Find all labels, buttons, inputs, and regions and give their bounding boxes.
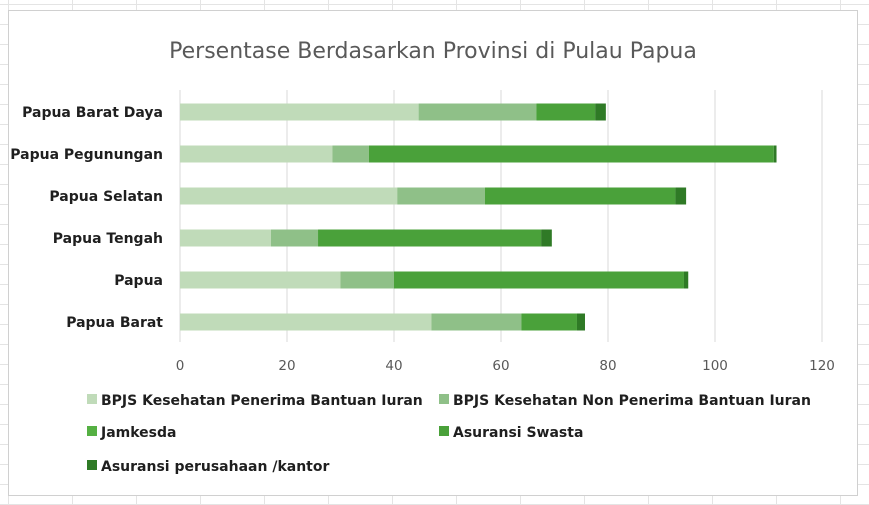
legend-label: Asuransi Swasta xyxy=(453,425,583,441)
bar-segment-2[interactable] xyxy=(397,187,485,205)
bar-segment-4[interactable] xyxy=(521,313,577,331)
bar-segment-2[interactable] xyxy=(340,271,395,289)
x-tick-label: 60 xyxy=(492,358,509,374)
x-tick-label: 120 xyxy=(809,358,835,374)
chart-area[interactable] xyxy=(8,10,858,496)
category-label: Papua Barat xyxy=(66,315,163,331)
category-labels: Papua Barat Daya Papua Pegunungan Papua Se… xyxy=(10,105,163,331)
bar-segment-4[interactable] xyxy=(318,229,542,247)
bar-segment-1[interactable] xyxy=(180,103,419,121)
x-tick-label: 20 xyxy=(278,358,295,374)
category-label: Papua Selatan xyxy=(49,189,163,205)
category-label: Papua Pegunungan xyxy=(10,147,163,163)
chart-title: Persentase Berdasarkan Provinsi di Pulau… xyxy=(169,39,697,64)
bar-segment-5[interactable] xyxy=(541,229,552,247)
bar-segment-4[interactable] xyxy=(394,271,684,289)
bar-segment-4[interactable] xyxy=(368,145,774,163)
x-tick-label: 80 xyxy=(599,358,616,374)
x-tick-label: 0 xyxy=(176,358,185,374)
bar-segment-4[interactable] xyxy=(536,103,596,121)
bar-segment-5[interactable] xyxy=(683,271,689,289)
legend-swatch xyxy=(87,394,97,404)
legend-label: Asuransi perusahaan /kantor xyxy=(101,459,329,475)
bar-segment-5[interactable] xyxy=(576,313,585,331)
gridlines xyxy=(179,90,823,342)
category-label: Papua xyxy=(114,273,163,289)
bar-segment-5[interactable] xyxy=(675,187,687,205)
tick-labels: 0 20 40 60 80 100 120 xyxy=(176,358,835,374)
legend-swatch xyxy=(87,460,97,470)
bar-segment-1[interactable] xyxy=(180,145,333,163)
bar-segment-2[interactable] xyxy=(332,145,369,163)
bar-segment-5[interactable] xyxy=(773,145,777,163)
category-label: Papua Barat Daya xyxy=(22,105,163,121)
legend: BPJS Kesehatan Penerima Bantuan Iuran BPJ… xyxy=(87,393,811,475)
legend-label: BPJS Kesehatan Non Penerima Bantuan Iura… xyxy=(453,393,811,409)
x-tick-label: 40 xyxy=(385,358,402,374)
legend-swatch xyxy=(439,394,449,404)
legend-swatch xyxy=(439,426,449,436)
bar-segment-5[interactable] xyxy=(595,103,606,121)
bar-segment-1[interactable] xyxy=(180,313,432,331)
bar-segment-2[interactable] xyxy=(431,313,522,331)
bar-segment-1[interactable] xyxy=(180,187,398,205)
bar-segment-4[interactable] xyxy=(484,187,676,205)
category-label: Papua Tengah xyxy=(53,231,163,247)
legend-label: BPJS Kesehatan Penerima Bantuan Iuran xyxy=(101,393,423,409)
bar-segment-2[interactable] xyxy=(418,103,537,121)
bar-segment-1[interactable] xyxy=(180,271,341,289)
bars xyxy=(180,103,777,331)
bar-segment-2[interactable] xyxy=(270,229,319,247)
legend-swatch xyxy=(87,426,97,436)
legend-label: Jamkesda xyxy=(100,425,176,441)
x-tick-label: 100 xyxy=(702,358,728,374)
bar-segment-1[interactable] xyxy=(180,229,271,247)
